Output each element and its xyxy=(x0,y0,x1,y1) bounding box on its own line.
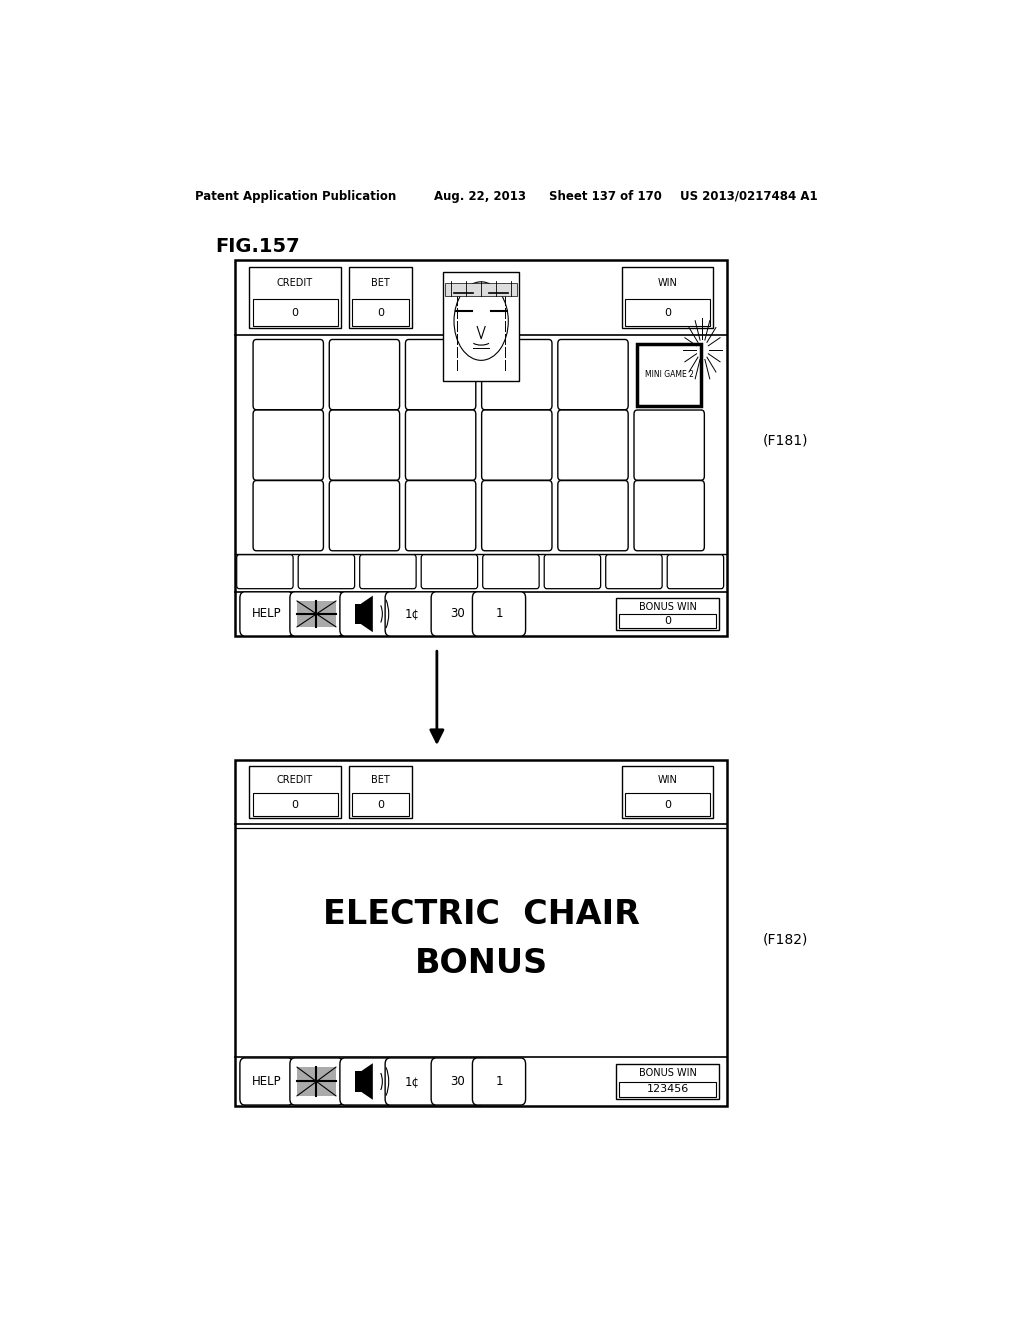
Bar xyxy=(625,793,710,816)
Text: 1: 1 xyxy=(496,607,503,620)
FancyBboxPatch shape xyxy=(240,1057,293,1105)
Text: WIN: WIN xyxy=(657,775,677,785)
Text: MINI GAME 2: MINI GAME 2 xyxy=(645,370,693,379)
FancyBboxPatch shape xyxy=(472,1057,525,1105)
Bar xyxy=(348,267,412,329)
Polygon shape xyxy=(354,1072,360,1092)
FancyBboxPatch shape xyxy=(406,480,476,550)
Text: Aug. 22, 2013: Aug. 22, 2013 xyxy=(433,190,525,202)
Text: Patent Application Publication: Patent Application Publication xyxy=(196,190,396,202)
Text: 0: 0 xyxy=(377,308,384,318)
Bar xyxy=(625,300,710,326)
FancyBboxPatch shape xyxy=(634,480,705,550)
FancyBboxPatch shape xyxy=(544,554,601,589)
FancyBboxPatch shape xyxy=(385,1057,438,1105)
Bar xyxy=(297,601,336,627)
Bar xyxy=(352,793,409,816)
FancyBboxPatch shape xyxy=(406,339,476,409)
FancyBboxPatch shape xyxy=(330,411,399,480)
Text: Sheet 137 of 170: Sheet 137 of 170 xyxy=(549,190,662,202)
Bar xyxy=(620,614,716,628)
Bar xyxy=(620,1081,716,1097)
Text: BONUS WIN: BONUS WIN xyxy=(639,602,696,611)
Text: BONUS: BONUS xyxy=(415,946,548,979)
Text: 0: 0 xyxy=(292,800,299,809)
FancyBboxPatch shape xyxy=(481,480,552,550)
Text: (F182): (F182) xyxy=(763,933,808,946)
Text: WIN: WIN xyxy=(657,279,677,289)
FancyBboxPatch shape xyxy=(330,339,399,409)
FancyBboxPatch shape xyxy=(340,591,393,636)
FancyBboxPatch shape xyxy=(253,480,324,550)
FancyBboxPatch shape xyxy=(431,591,484,636)
Text: BONUS WIN: BONUS WIN xyxy=(639,1068,696,1078)
Text: CREDIT: CREDIT xyxy=(276,279,313,289)
Bar xyxy=(637,343,701,405)
Text: 0: 0 xyxy=(664,800,671,809)
Text: ELECTRIC  CHAIR: ELECTRIC CHAIR xyxy=(323,898,640,931)
Text: CREDIT: CREDIT xyxy=(276,775,313,785)
Bar xyxy=(616,598,719,630)
FancyBboxPatch shape xyxy=(482,554,539,589)
FancyBboxPatch shape xyxy=(606,554,663,589)
Text: 0: 0 xyxy=(292,308,299,318)
FancyBboxPatch shape xyxy=(253,411,324,480)
Text: 0: 0 xyxy=(377,800,384,809)
Text: (F181): (F181) xyxy=(763,433,808,447)
Text: FIG.157: FIG.157 xyxy=(215,238,300,256)
Bar xyxy=(352,300,409,326)
Polygon shape xyxy=(360,1063,373,1100)
Bar xyxy=(297,1067,336,1096)
FancyBboxPatch shape xyxy=(634,411,705,480)
Text: 30: 30 xyxy=(451,1074,465,1088)
Ellipse shape xyxy=(454,281,508,360)
Text: 1¢: 1¢ xyxy=(404,607,419,620)
Bar xyxy=(622,267,713,329)
Text: 30: 30 xyxy=(451,607,465,620)
FancyBboxPatch shape xyxy=(668,554,724,589)
Bar xyxy=(250,766,341,818)
FancyBboxPatch shape xyxy=(472,591,525,636)
Polygon shape xyxy=(354,603,360,624)
Text: BET: BET xyxy=(371,775,390,785)
Text: BET: BET xyxy=(371,279,390,289)
FancyBboxPatch shape xyxy=(558,339,628,409)
FancyBboxPatch shape xyxy=(406,411,476,480)
FancyBboxPatch shape xyxy=(253,339,324,409)
Bar xyxy=(622,766,713,818)
Bar xyxy=(445,282,517,296)
FancyBboxPatch shape xyxy=(385,591,438,636)
FancyBboxPatch shape xyxy=(481,411,552,480)
Text: HELP: HELP xyxy=(252,607,282,620)
FancyBboxPatch shape xyxy=(431,1057,484,1105)
FancyBboxPatch shape xyxy=(421,554,477,589)
Text: 123456: 123456 xyxy=(646,1084,689,1094)
Bar xyxy=(253,793,338,816)
FancyBboxPatch shape xyxy=(330,480,399,550)
FancyBboxPatch shape xyxy=(290,1057,343,1105)
Bar xyxy=(616,1064,719,1100)
FancyBboxPatch shape xyxy=(290,591,343,636)
Text: 0: 0 xyxy=(665,616,671,626)
Text: 1¢: 1¢ xyxy=(404,1074,419,1088)
FancyBboxPatch shape xyxy=(298,554,354,589)
Bar xyxy=(443,272,519,381)
FancyBboxPatch shape xyxy=(481,339,552,409)
Bar xyxy=(236,760,727,1106)
FancyBboxPatch shape xyxy=(359,554,416,589)
FancyBboxPatch shape xyxy=(340,1057,393,1105)
FancyBboxPatch shape xyxy=(237,554,293,589)
Bar xyxy=(250,267,341,329)
FancyBboxPatch shape xyxy=(558,480,628,550)
FancyBboxPatch shape xyxy=(558,411,628,480)
Bar xyxy=(236,260,727,636)
Text: US 2013/0217484 A1: US 2013/0217484 A1 xyxy=(680,190,817,202)
Text: 0: 0 xyxy=(664,308,671,318)
Polygon shape xyxy=(360,595,373,632)
Bar xyxy=(348,766,412,818)
Text: 1: 1 xyxy=(496,1074,503,1088)
Text: HELP: HELP xyxy=(252,1074,282,1088)
Bar xyxy=(253,300,338,326)
FancyBboxPatch shape xyxy=(240,591,293,636)
